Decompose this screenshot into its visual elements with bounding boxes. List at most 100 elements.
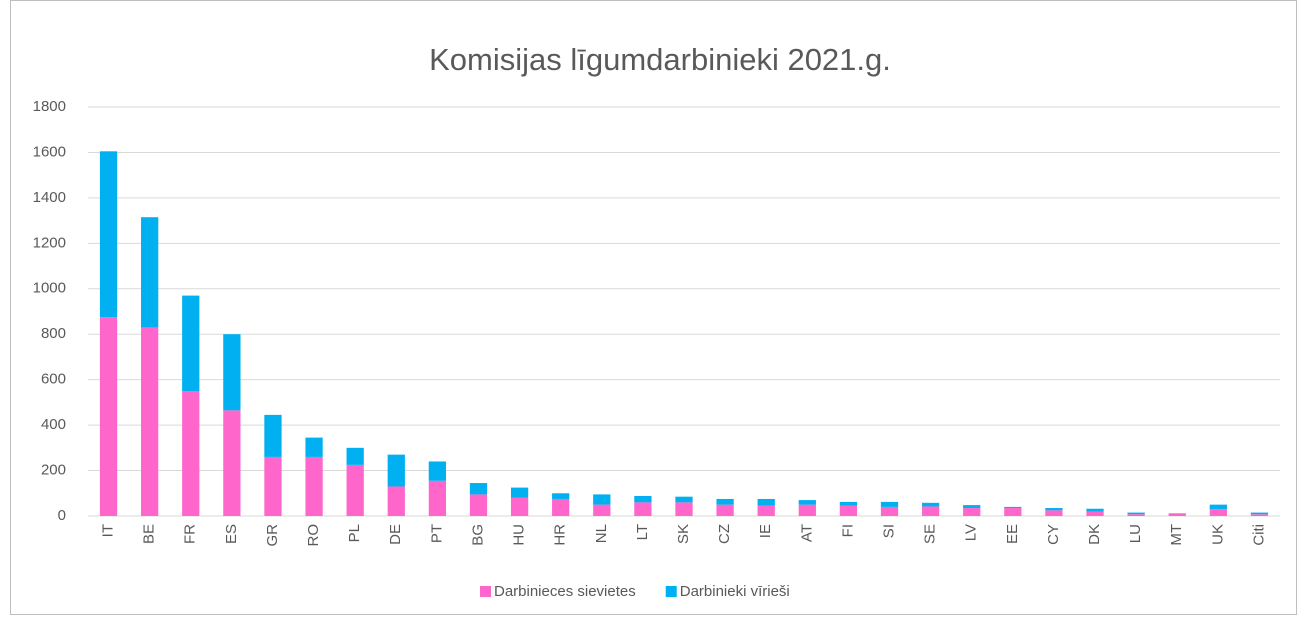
x-tick-label: SK bbox=[675, 524, 692, 544]
x-tick-label: AT bbox=[798, 524, 815, 542]
bar-segment bbox=[141, 327, 158, 516]
bar-segment bbox=[347, 465, 364, 516]
bar-segment bbox=[470, 494, 487, 516]
chart-frame bbox=[11, 1, 1297, 615]
x-tick-label: NL bbox=[593, 524, 610, 543]
bar-segment bbox=[716, 505, 733, 516]
y-tick-label: 200 bbox=[41, 462, 66, 479]
x-tick-label: PT bbox=[428, 524, 445, 543]
bar-segment bbox=[1210, 505, 1227, 510]
bar-segment bbox=[552, 499, 569, 516]
bar-segment bbox=[1251, 514, 1268, 516]
x-tick-label: FI bbox=[839, 524, 856, 537]
x-tick-label: HU bbox=[511, 524, 528, 546]
bar-segment bbox=[881, 507, 898, 516]
bar-segment bbox=[511, 488, 528, 498]
bar-segment bbox=[1169, 514, 1186, 516]
bar-segment bbox=[264, 415, 281, 457]
bar-segment bbox=[758, 499, 775, 506]
legend-swatch bbox=[666, 586, 677, 597]
x-tick-label: LT bbox=[634, 524, 651, 540]
y-tick-label: 0 bbox=[58, 507, 66, 524]
bar-segment bbox=[429, 481, 446, 516]
legend-label: Darbinieces sievietes bbox=[494, 583, 636, 600]
bar-segment bbox=[675, 497, 692, 503]
bar-segment bbox=[963, 505, 980, 508]
chart-title: Komisijas līgumdarbinieki 2021.g. bbox=[429, 42, 891, 77]
y-tick-label: 800 bbox=[41, 325, 66, 342]
bar-segment bbox=[1045, 510, 1062, 516]
x-tick-label: CY bbox=[1045, 524, 1062, 545]
bar-segment bbox=[799, 505, 816, 516]
bar-segment bbox=[963, 508, 980, 516]
bar-segment bbox=[593, 494, 610, 504]
bar-segment bbox=[141, 217, 158, 327]
bar-segment bbox=[511, 498, 528, 516]
x-tick-label: LU bbox=[1127, 524, 1144, 543]
bar-segment bbox=[1004, 508, 1021, 516]
x-tick-label: HR bbox=[552, 524, 569, 546]
bar-segment bbox=[758, 506, 775, 516]
y-tick-label: 1600 bbox=[33, 143, 66, 160]
bar-segment bbox=[881, 502, 898, 507]
legend-label: Darbinieki vīrieši bbox=[680, 583, 790, 600]
bar-segment bbox=[1045, 508, 1062, 510]
bar-segment bbox=[799, 500, 816, 505]
bar-segment bbox=[1086, 511, 1103, 516]
bar-segment bbox=[223, 334, 240, 410]
bar-segment bbox=[388, 455, 405, 487]
bar-segment bbox=[840, 502, 857, 506]
x-tick-label: IT bbox=[100, 524, 117, 537]
bar-segment bbox=[1004, 507, 1021, 508]
x-tick-label: CZ bbox=[716, 524, 733, 544]
bar-segment bbox=[305, 438, 322, 457]
bar-segment bbox=[223, 410, 240, 516]
x-tick-label: SE bbox=[922, 524, 939, 544]
x-tick-label: ES bbox=[223, 524, 240, 544]
bar-segment bbox=[1128, 513, 1145, 515]
bar-segment bbox=[429, 461, 446, 480]
y-tick-label: 400 bbox=[41, 416, 66, 433]
bar-segment bbox=[1128, 514, 1145, 516]
bar-segment bbox=[922, 503, 939, 507]
y-tick-label: 1800 bbox=[33, 98, 66, 115]
y-tick-label: 1000 bbox=[33, 280, 66, 297]
bar-segment bbox=[840, 506, 857, 516]
bar-segment bbox=[305, 457, 322, 516]
bar-segment bbox=[634, 496, 651, 502]
bar-segment bbox=[470, 483, 487, 494]
y-tick-label: 1400 bbox=[33, 189, 66, 206]
bar-segment bbox=[100, 151, 117, 317]
bar-segment bbox=[347, 448, 364, 465]
bar-segment bbox=[182, 391, 199, 516]
bar-segment bbox=[552, 493, 569, 499]
bar-segment bbox=[1210, 509, 1227, 516]
x-tick-label: PL bbox=[346, 524, 363, 542]
x-tick-label: RO bbox=[305, 524, 322, 547]
x-tick-label: EE bbox=[1004, 524, 1021, 544]
bar-segment bbox=[634, 502, 651, 516]
x-tick-label: UK bbox=[1209, 524, 1226, 545]
bar-segment bbox=[1251, 513, 1268, 515]
x-tick-label: Citi bbox=[1250, 524, 1267, 546]
x-tick-label: BE bbox=[141, 524, 158, 544]
x-tick-label: BG bbox=[469, 524, 486, 546]
x-tick-label: DE bbox=[387, 524, 404, 545]
x-tick-label: LV bbox=[963, 524, 980, 541]
bar-segment bbox=[593, 505, 610, 516]
y-tick-label: 1200 bbox=[33, 234, 66, 251]
legend-swatch bbox=[480, 586, 491, 597]
bar-segment bbox=[716, 499, 733, 505]
x-tick-label: GR bbox=[264, 524, 281, 547]
x-tick-label: MT bbox=[1168, 524, 1185, 546]
bar-segment bbox=[1086, 509, 1103, 512]
x-tick-label: SI bbox=[880, 524, 897, 538]
bar-segment bbox=[264, 457, 281, 516]
bar-segment bbox=[388, 486, 405, 516]
bar-segment bbox=[182, 296, 199, 391]
bar-segment bbox=[100, 317, 117, 516]
x-tick-label: IE bbox=[757, 524, 774, 538]
x-tick-label: DK bbox=[1086, 524, 1103, 545]
bar-segment bbox=[675, 502, 692, 516]
